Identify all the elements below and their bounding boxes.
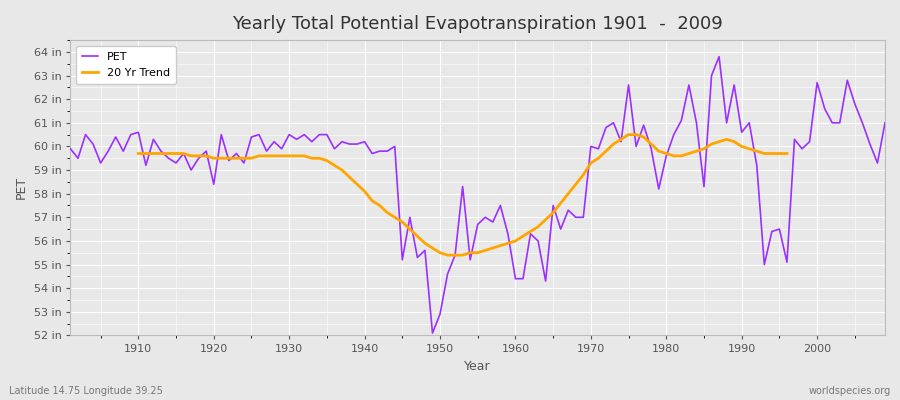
PET xyxy=(879,120,890,125)
Y-axis label: PET: PET xyxy=(15,176,28,199)
PET xyxy=(337,139,347,144)
20 Yr Trend xyxy=(442,253,453,258)
Legend: PET, 20 Yr Trend: PET, 20 Yr Trend xyxy=(76,46,176,84)
Line: 20 Yr Trend: 20 Yr Trend xyxy=(139,135,787,255)
20 Yr Trend xyxy=(464,250,475,255)
PET xyxy=(125,132,136,137)
Line: PET: PET xyxy=(70,57,885,333)
20 Yr Trend xyxy=(623,132,634,137)
20 Yr Trend xyxy=(321,158,332,163)
20 Yr Trend xyxy=(404,227,415,232)
20 Yr Trend xyxy=(133,151,144,156)
20 Yr Trend xyxy=(676,154,687,158)
Title: Yearly Total Potential Evapotranspiration 1901  -  2009: Yearly Total Potential Evapotranspiratio… xyxy=(232,15,723,33)
PET xyxy=(608,120,619,125)
PET xyxy=(428,331,438,336)
20 Yr Trend xyxy=(238,156,249,161)
PET xyxy=(65,146,76,151)
Text: Latitude 14.75 Longitude 39.25: Latitude 14.75 Longitude 39.25 xyxy=(9,386,163,396)
PET xyxy=(292,137,302,142)
Text: worldspecies.org: worldspecies.org xyxy=(809,386,891,396)
X-axis label: Year: Year xyxy=(464,360,491,373)
PET xyxy=(518,276,528,281)
PET xyxy=(714,54,724,59)
PET xyxy=(510,276,521,281)
20 Yr Trend xyxy=(781,151,792,156)
20 Yr Trend xyxy=(276,154,287,158)
